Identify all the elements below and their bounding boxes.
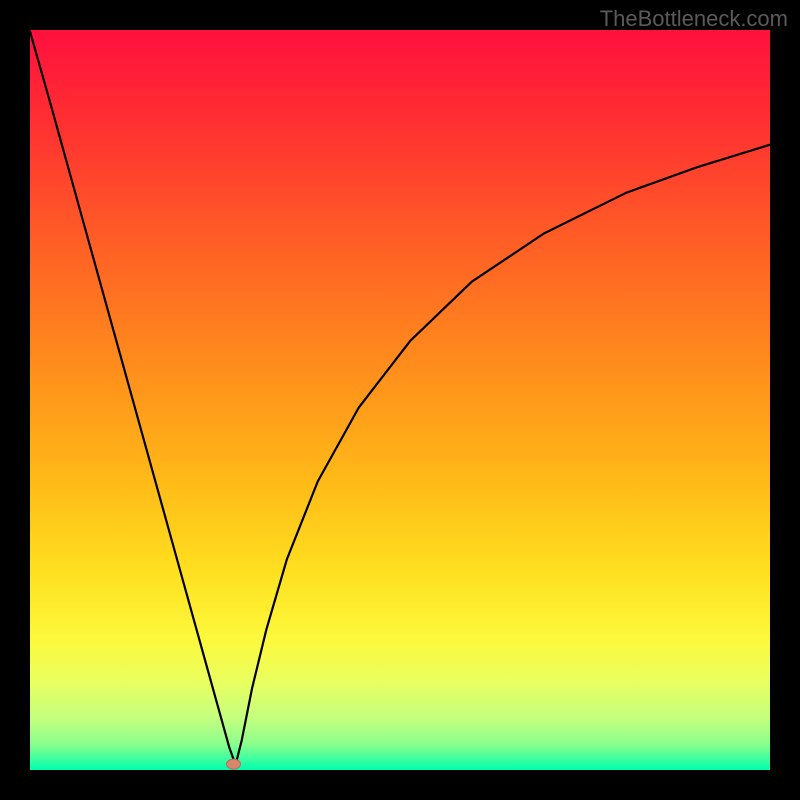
bottleneck-chart: TheBottleneck.com bbox=[0, 0, 800, 800]
plot-area bbox=[30, 30, 770, 770]
source-watermark: TheBottleneck.com bbox=[600, 6, 788, 32]
bottleneck-marker bbox=[227, 759, 241, 769]
chart-svg bbox=[0, 0, 800, 800]
